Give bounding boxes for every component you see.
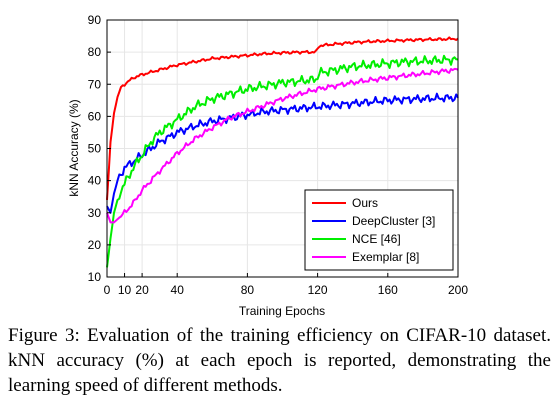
x-tick-label: 20	[135, 283, 149, 297]
y-tick-label: 80	[88, 45, 102, 59]
legend-label: Exemplar [8]	[352, 250, 419, 264]
y-tick-label: 70	[88, 77, 102, 91]
x-tick-label: 80	[241, 283, 255, 297]
figure-caption: Figure 3: Evaluation of the training eff…	[8, 325, 551, 396]
y-tick-label: 60	[88, 109, 102, 123]
x-tick-label: 160	[378, 283, 398, 297]
y-tick-label: 90	[88, 13, 102, 27]
x-tick-label: 10	[118, 283, 132, 297]
series-line	[106, 36, 459, 200]
y-tick-label: 40	[88, 174, 102, 188]
series-line	[106, 54, 459, 268]
legend-label: Ours	[352, 196, 378, 210]
x-tick-label: 200	[448, 283, 468, 297]
y-tick-label: 10	[88, 270, 102, 284]
x-tick-label: 40	[171, 283, 185, 297]
series-line	[106, 92, 459, 214]
legend-label: DeepCluster [3]	[352, 214, 435, 228]
y-tick-label: 20	[88, 238, 102, 252]
y-tick-label: 30	[88, 206, 102, 220]
series-lines	[106, 36, 459, 268]
series-line	[106, 67, 459, 224]
y-tick-label: 50	[88, 142, 102, 156]
legend-label: NCE [46]	[352, 232, 401, 246]
x-axis-title: Training Epochs	[239, 304, 325, 318]
y-axis-title: kNN Accuracy (%)	[67, 99, 81, 196]
x-tick-label: 120	[308, 283, 328, 297]
x-tick-label: 0	[104, 283, 111, 297]
legend: Ours DeepCluster [3] NCE [46] Exemplar [8]	[304, 189, 454, 271]
